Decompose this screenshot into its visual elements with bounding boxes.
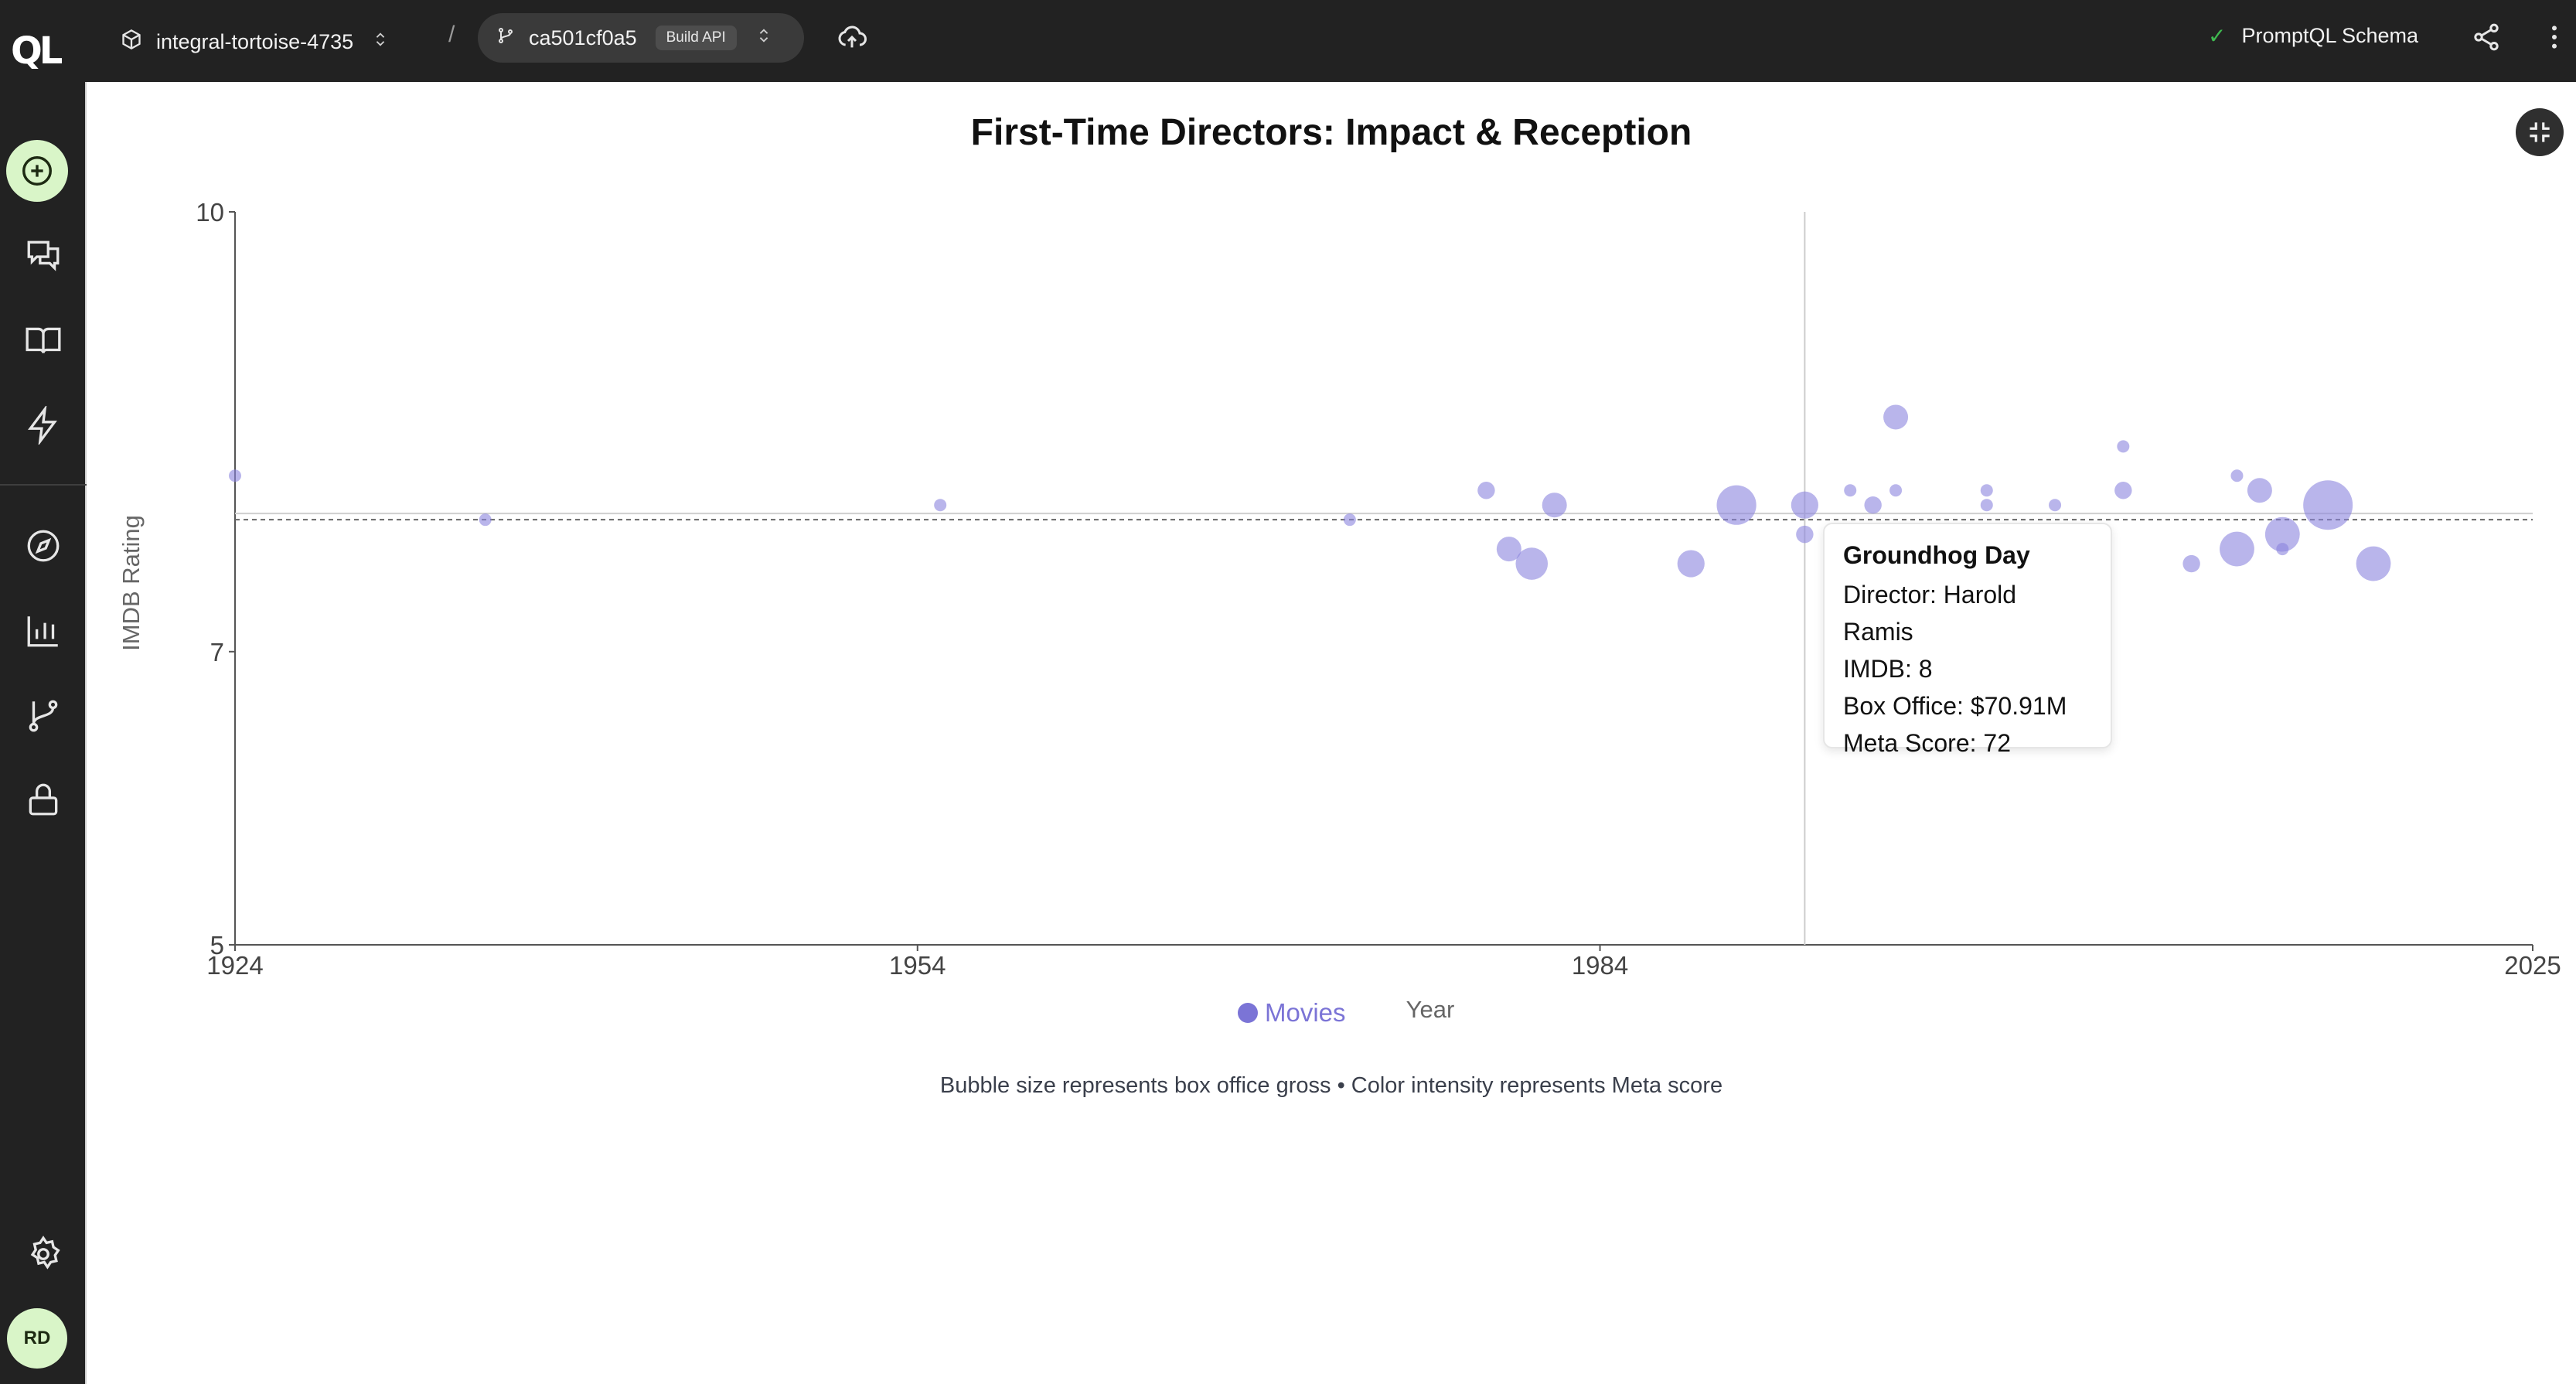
data-point-bubble	[1496, 537, 1521, 562]
data-point-bubble	[2049, 499, 2062, 512]
data-point-bubble	[1677, 550, 1705, 578]
cube-icon	[121, 29, 142, 56]
compass-icon[interactable]	[20, 523, 66, 569]
git-branch-icon	[496, 26, 515, 51]
tooltip-meta-score: Meta Score: 72	[1843, 729, 2011, 757]
chevron-updown-icon	[755, 26, 772, 51]
y-tick-label: 7	[210, 638, 224, 666]
data-point-bubble	[2264, 516, 2300, 552]
data-point-bubble	[1791, 491, 1818, 519]
tooltip-title: Groundhog Day	[1843, 541, 2030, 569]
legend-label: Movies	[1265, 998, 1346, 1027]
tooltip-box-office: Box Office: $70.91M	[1843, 692, 2067, 720]
branch-name: ca501cf0a5	[529, 26, 637, 49]
chevron-updown-icon	[372, 29, 389, 55]
chart-title: First-Time Directors: Impact & Reception	[970, 112, 1692, 153]
data-point-bubble	[1477, 482, 1495, 499]
y-axis-title: IMDB Rating	[118, 515, 145, 651]
data-point-bubble	[2303, 480, 2353, 530]
data-point-bubble	[2114, 482, 2132, 499]
data-point-bubble	[2276, 543, 2289, 556]
legend-marker	[1238, 1003, 1258, 1023]
x-tick-label: 2025	[2504, 951, 2561, 980]
data-point-bubble	[1716, 485, 1757, 525]
branch-selector[interactable]: ca501cf0a5 Build API	[478, 13, 804, 63]
data-point-bubble	[479, 513, 492, 527]
data-point-bubble	[1980, 484, 1993, 497]
promptql-logo-icon[interactable]: QL	[11, 29, 63, 73]
settings-gear-icon[interactable]	[20, 1231, 66, 1277]
y-tick-label: 10	[196, 198, 224, 227]
data-point-bubble	[1864, 496, 1882, 514]
new-thread-button[interactable]	[6, 140, 68, 202]
data-point-bubble	[1515, 547, 1549, 580]
tooltip-director: Director: Harold Ramis	[1843, 581, 2017, 646]
more-vertical-icon[interactable]	[2539, 22, 2570, 56]
data-point-bubble	[2247, 478, 2272, 503]
x-axis-title: Year	[1406, 996, 1455, 1023]
sidebar: RD	[0, 82, 87, 1384]
cloud-upload-icon[interactable]	[837, 22, 867, 56]
data-point-bubble	[2356, 546, 2391, 581]
project-name: integral-tortoise-4735	[156, 29, 354, 53]
lightning-icon[interactable]	[20, 402, 66, 448]
breadcrumb-separator: /	[448, 22, 455, 47]
data-point-bubble	[1889, 484, 1903, 497]
schema-status-label: PromptQL Schema	[2241, 24, 2419, 47]
chart-caption: Bubble size represents box office gross …	[939, 1073, 1723, 1098]
hover-tooltip: Groundhog Day Director: Harold Ramis IMD…	[1823, 523, 2112, 757]
data-point-bubble	[1343, 513, 1356, 527]
data-point-bubble	[1542, 493, 1567, 518]
data-point-bubble	[1883, 404, 1909, 430]
data-point-bubble	[2220, 531, 2254, 567]
user-avatar[interactable]: RD	[7, 1308, 67, 1369]
chart-panel: First-Time Directors: Impact & Reception…	[87, 82, 2576, 1384]
y-tick-label: 5	[210, 931, 224, 960]
book-icon[interactable]	[20, 317, 66, 363]
tooltip-imdb: IMDB: 8	[1843, 655, 1933, 683]
share-icon[interactable]	[2471, 22, 2502, 56]
x-tick-label: 1954	[889, 951, 946, 980]
data-point-bubble	[1796, 525, 1814, 544]
top-bar: QL integral-tortoise-4735 / ca501cf0a5 B…	[0, 0, 2576, 82]
collapse-icon[interactable]	[2516, 108, 2564, 156]
check-icon: ✓	[2208, 24, 2227, 48]
sidebar-divider	[0, 484, 87, 486]
data-point-bubble	[2182, 554, 2200, 573]
schema-status[interactable]: ✓ PromptQL Schema	[2208, 23, 2418, 49]
git-branch-icon[interactable]	[20, 693, 66, 739]
scatter-chart: 5 7 10 1924 1954 1984 2025 IMDB Rating Year Movie…	[118, 198, 2561, 1027]
lock-icon[interactable]	[20, 776, 66, 823]
data-point-bubble	[2230, 469, 2244, 482]
data-point-bubble	[934, 499, 947, 512]
x-tick-label: 1984	[1572, 951, 1628, 980]
project-selector[interactable]: integral-tortoise-4735	[121, 20, 389, 63]
data-point-bubble	[2117, 440, 2130, 453]
build-api-badge[interactable]: Build API	[655, 26, 737, 50]
data-point-bubble	[1844, 484, 1857, 497]
x-tick-label: 1924	[206, 951, 263, 980]
data-point-bubble	[1980, 499, 1993, 512]
threads-icon[interactable]	[20, 232, 66, 278]
data-point-bubble	[229, 469, 241, 482]
bar-chart-icon[interactable]	[20, 608, 66, 654]
